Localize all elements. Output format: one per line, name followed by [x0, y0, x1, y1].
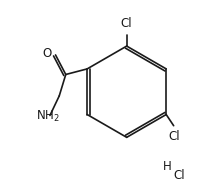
- Text: O: O: [42, 47, 51, 60]
- Text: NH$_2$: NH$_2$: [36, 109, 60, 124]
- Text: Cl: Cl: [169, 130, 181, 143]
- Text: Cl: Cl: [173, 169, 185, 182]
- Text: H: H: [163, 160, 172, 173]
- Text: Cl: Cl: [120, 17, 132, 30]
